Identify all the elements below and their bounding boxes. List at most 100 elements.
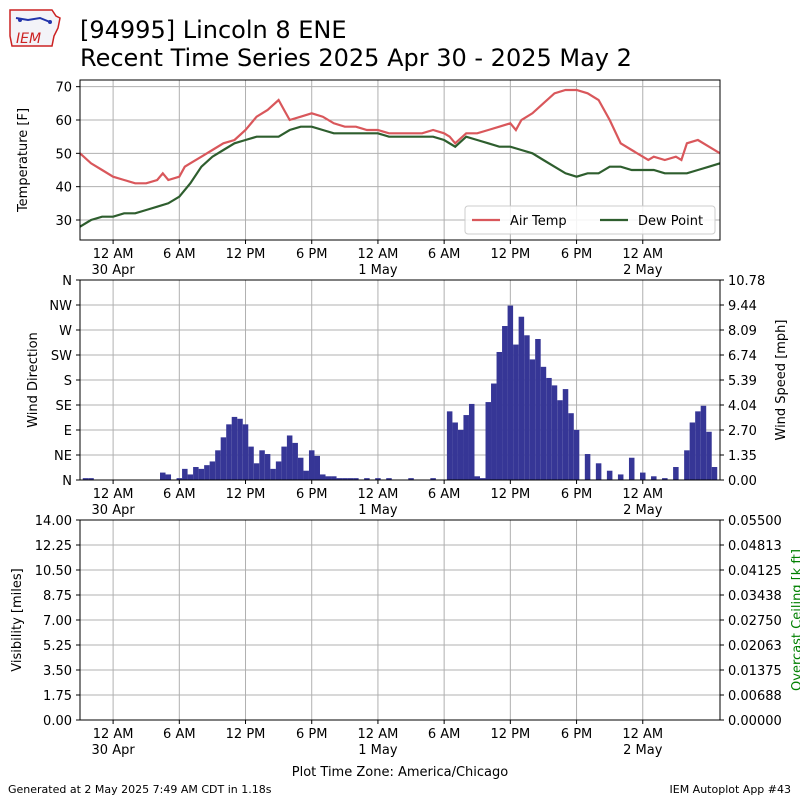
wind-speed-bar (457, 429, 464, 480)
wind-speed-bar (215, 450, 221, 480)
wind-speed-bar (198, 468, 205, 480)
wind-speed-bar (237, 418, 243, 480)
wind-speed-bar (446, 411, 453, 480)
wind-speed-bar (386, 478, 392, 480)
x-tick-date-label: 30 Apr (92, 263, 136, 278)
wind-speed-bar (524, 335, 530, 480)
speed-tick-label: 4.04 (728, 399, 757, 414)
ceiling-tick-label: 0.04813 (728, 539, 782, 554)
visibility-tick-label: 8.75 (43, 589, 72, 604)
wind-speed-bar (347, 478, 354, 480)
wind-speed-bar (595, 463, 602, 480)
wind-speed-bar (82, 478, 89, 480)
x-tick-label: 12 AM (358, 487, 399, 502)
y-tick-label: 70 (55, 81, 72, 96)
visibility-tick-label: 12.25 (35, 539, 72, 554)
wind-speed-bar (491, 383, 497, 480)
speed-tick-label: 2.70 (728, 424, 757, 439)
direction-tick-label: N (62, 274, 72, 289)
x-tick-label: 6 PM (296, 247, 327, 262)
wind-speed-bar (568, 413, 574, 480)
chart-title-line2: Recent Time Series 2025 Apr 30 - 2025 Ma… (80, 44, 632, 72)
wind-speed-bar (695, 411, 701, 480)
wind-speed-bar (706, 431, 712, 480)
direction-tick-label: S (64, 374, 72, 389)
wind-speed-bar (314, 455, 320, 480)
wind-speed-bar (651, 476, 657, 480)
wind-speed-bar (452, 422, 458, 480)
wind-speed-bar (584, 454, 591, 480)
wind-speed-bar (320, 474, 326, 480)
y-tick-label: 60 (55, 114, 72, 129)
ceiling-tick-label: 0.01375 (728, 664, 782, 679)
wind-speed-bar (468, 403, 475, 480)
y-axis-right-label: Overcast Ceiling [k ft] (790, 549, 800, 691)
x-tick-label: 6 PM (296, 487, 327, 502)
y-axis-label: Wind Direction (26, 332, 41, 428)
wind-speed-bar (684, 450, 690, 480)
wind-speed-bar (562, 389, 569, 480)
wind-speed-bar (529, 359, 536, 480)
x-tick-label: 12 PM (490, 247, 530, 262)
ceiling-tick-label: 0.03438 (728, 589, 782, 604)
wind-speed-bar (292, 442, 298, 480)
wind-speed-bar (204, 465, 210, 480)
legend: Air Temp Dew Point (464, 205, 716, 235)
timezone-label: Plot Time Zone: America/Chicago (292, 765, 508, 780)
wind-speed-bar (220, 437, 227, 480)
speed-tick-label: 0.00 (728, 474, 757, 489)
visibility-tick-label: 10.50 (35, 564, 72, 579)
direction-tick-label: N (62, 474, 72, 489)
ceiling-tick-label: 0.02750 (728, 614, 782, 629)
x-tick-label: 6 PM (561, 247, 592, 262)
visibility-tick-label: 5.25 (43, 639, 72, 654)
wind-speed-bar (485, 402, 492, 480)
x-tick-label: 6 PM (296, 727, 327, 742)
x-tick-label: 12 AM (93, 487, 134, 502)
direction-tick-label: W (59, 324, 72, 339)
wind-speed-bar (286, 435, 293, 480)
wind-speed-bar (88, 478, 94, 480)
wind-speed-bar (231, 416, 238, 480)
x-tick-label: 6 AM (163, 247, 196, 262)
wind-speed-bar (689, 422, 696, 480)
speed-tick-label: 10.78 (728, 274, 765, 289)
speed-tick-label: 5.39 (728, 374, 757, 389)
x-tick-label: 12 AM (622, 727, 663, 742)
x-tick-date-label: 30 Apr (92, 503, 136, 518)
direction-tick-label: SE (56, 399, 72, 414)
wind-speed-bar (430, 478, 436, 480)
speed-tick-label: 1.35 (728, 449, 757, 464)
wind-speed-bar (209, 461, 216, 480)
wind-speed-bar (297, 457, 304, 480)
y-tick-label: 30 (55, 214, 72, 229)
direction-tick-label: E (64, 424, 72, 439)
wind-speed-bar (606, 470, 613, 480)
x-tick-label: 12 PM (490, 487, 530, 502)
wind-speed-bar (226, 424, 232, 480)
wind-speed-bar (513, 344, 519, 480)
ceiling-tick-label: 0.05500 (728, 514, 782, 529)
x-tick-label: 12 PM (226, 727, 266, 742)
wind-speed-bar (700, 405, 707, 480)
wind-speed-bar (496, 351, 503, 480)
direction-tick-label: NW (49, 299, 72, 314)
speed-tick-label: 9.44 (728, 299, 757, 314)
wind-speed-bar (375, 478, 381, 480)
wind-speed-bar (507, 305, 514, 480)
wind-speed-bar (270, 468, 276, 480)
wind-speed-bar (325, 476, 332, 480)
x-tick-label: 6 AM (163, 727, 196, 742)
wind-speed-bar (182, 468, 188, 480)
wind-speed-bar (628, 457, 635, 480)
wind-speed-bar (480, 478, 486, 480)
x-tick-label: 12 AM (622, 247, 663, 262)
wind-speed-bar (193, 467, 199, 480)
x-tick-label: 12 AM (93, 247, 134, 262)
visibility-tick-label: 0.00 (43, 714, 72, 729)
wind-speed-bar (463, 415, 469, 480)
wind-speed-bar (540, 366, 547, 480)
wind-speed-bar (573, 429, 580, 480)
